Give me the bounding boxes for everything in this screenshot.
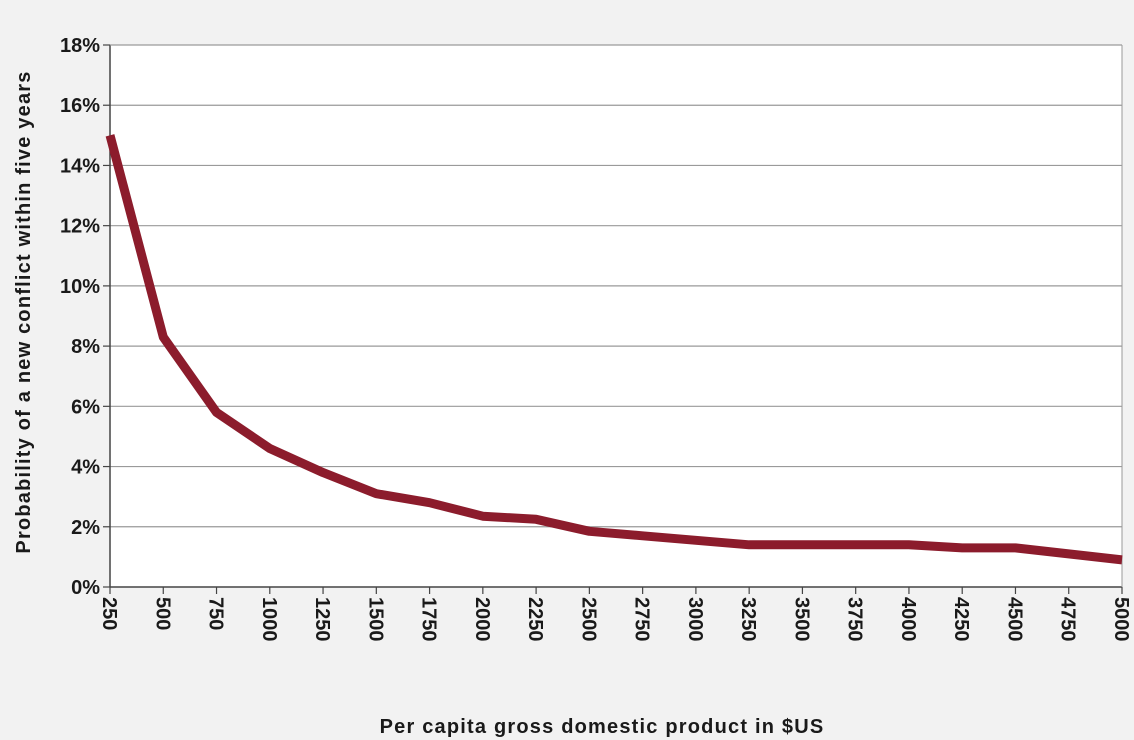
x-tick-label: 750 [205, 597, 227, 630]
x-tick-label: 2250 [524, 597, 546, 642]
x-tick-label: 500 [151, 597, 173, 630]
y-axis-ticks: 0% 2% 4% 6% 8% 10% 12% 14% 16% 18% [60, 35, 110, 599]
x-tick-label: 2000 [471, 597, 493, 642]
x-tick-label: 4500 [1003, 597, 1025, 642]
x-tick-label: 5000 [1110, 597, 1132, 642]
x-tick-label: 3750 [844, 597, 866, 642]
x-tick-label: 3000 [684, 597, 706, 642]
data-series [105, 134, 1123, 565]
x-tick-label: 3500 [790, 597, 812, 642]
y-tick-label: 18% [60, 35, 100, 57]
x-tick-label: 4000 [897, 597, 919, 642]
y-tick-label: 16% [60, 95, 100, 117]
y-tick-label: 12% [60, 216, 100, 238]
x-axis-ticks: 250 500 750 1000 1250 1500 1750 2000 2250 2500 275… [98, 587, 1132, 642]
x-tick-label: 4250 [950, 597, 972, 642]
x-tick-label: 1250 [311, 597, 333, 642]
series-line [105, 134, 1123, 565]
x-tick-label: 250 [98, 597, 120, 630]
x-axis-title: Per capita gross domestic product in $US [380, 716, 825, 738]
y-tick-label: 2% [71, 517, 100, 539]
y-tick-label: 4% [71, 457, 100, 479]
x-tick-label: 4750 [1057, 597, 1079, 642]
x-tick-label: 3250 [737, 597, 759, 642]
y-tick-label: 0% [71, 577, 100, 599]
y-tick-label: 14% [60, 155, 100, 177]
y-tick-label: 8% [71, 336, 100, 358]
x-tick-label: 2500 [577, 597, 599, 642]
y-axis-title: Probability of a new conflict within fiv… [13, 70, 35, 553]
x-tick-label: 1750 [418, 597, 440, 642]
x-tick-label: 1500 [364, 597, 386, 642]
y-tick-label: 10% [60, 276, 100, 298]
x-tick-label: 1000 [258, 597, 280, 642]
x-tick-label: 2750 [631, 597, 653, 642]
y-tick-label: 6% [71, 396, 100, 418]
plot-area [110, 45, 1122, 587]
